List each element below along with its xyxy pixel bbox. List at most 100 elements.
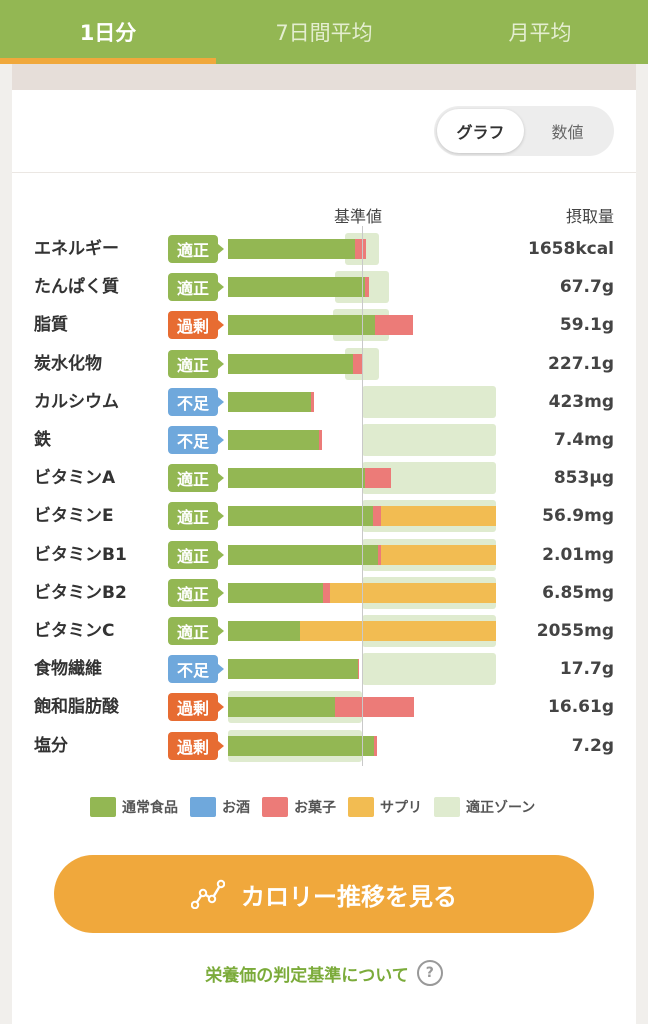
nutrient-row: カルシウム 不足 423mg <box>12 383 636 421</box>
status-badge: 不足 <box>168 655 224 684</box>
optimal-zone <box>362 653 496 686</box>
bar-segment-supplement <box>380 544 496 565</box>
intake-bar <box>228 391 314 412</box>
intake-value: 17.7g <box>559 659 614 680</box>
legend-item: 適正ゾーン <box>434 797 535 817</box>
view-toggle: グラフ 数値 <box>434 106 614 156</box>
bar-segment-food <box>228 697 336 718</box>
question-circle-icon: ? <box>416 960 443 986</box>
legend-swatch <box>90 797 116 817</box>
bar-segment-snack <box>378 544 381 565</box>
nutrient-row: ビタミンA 適正 853μg <box>12 459 636 497</box>
bar-segment-food <box>228 582 324 603</box>
tab-seven-day-average[interactable]: 7日間平均 <box>275 21 373 45</box>
intake-value: 853μg <box>553 468 614 489</box>
bar-segment-snack <box>355 239 367 259</box>
intake-value: 6.85mg <box>542 582 614 603</box>
bar-segment-food <box>228 468 365 489</box>
bar-segment-food <box>228 735 375 756</box>
toggle-graph[interactable]: グラフ <box>437 109 524 153</box>
intake-value: 7.4mg <box>554 430 614 450</box>
bar-segment-food <box>228 506 373 527</box>
nutrient-row: ビタミンB1 適正 2.01mg <box>12 536 636 574</box>
intake-bar <box>228 430 322 450</box>
bar-segment-food <box>228 544 379 565</box>
status-badge: 適正 <box>168 578 224 607</box>
period-tabs: 1日分 7日間平均 月平均 <box>0 0 648 64</box>
nutrient-name: たんぱく質 <box>34 277 119 298</box>
intake-bar <box>228 697 415 718</box>
bar-segment-food <box>228 430 320 450</box>
nutrient-row: エネルギー 適正 1658kcal <box>12 230 636 268</box>
tab-one-day[interactable]: 1日分 <box>0 0 216 64</box>
bar-segment-food <box>228 391 312 412</box>
bar-segment-snack <box>335 697 415 718</box>
legend-swatch <box>190 797 216 817</box>
legend-item: 通常食品 <box>90 797 178 817</box>
legend-label: お酒 <box>222 800 250 816</box>
intake-value: 423mg <box>548 391 614 412</box>
bar-segment-snack <box>364 468 392 489</box>
intake-bar <box>228 582 496 603</box>
bar-segment-snack <box>323 582 330 603</box>
nutrition-card: グラフ 数値 基準値 摂取量 エネルギー 適正 1658kcal たんぱく質 適正 67.… <box>12 64 636 1024</box>
legend-label: お菓子 <box>294 800 336 816</box>
bar-segment-food <box>228 353 353 374</box>
status-badge: 過剰 <box>168 693 224 722</box>
intake-value: 56.9mg <box>542 506 614 527</box>
status-badge: 不足 <box>168 426 224 454</box>
legend-item: お菓子 <box>262 797 336 817</box>
bar-segment-supplement <box>329 582 496 603</box>
nutrient-name: 塩分 <box>34 735 68 756</box>
bar-segment-snack <box>311 391 314 412</box>
bar-segment-snack <box>374 735 377 756</box>
status-badge: 適正 <box>168 540 224 569</box>
intake-value: 227.1g <box>548 353 614 374</box>
toggle-values[interactable]: 数値 <box>551 123 584 142</box>
intake-bar <box>228 506 496 527</box>
status-badge: 適正 <box>168 349 224 378</box>
reference-value-header: 基準値 <box>334 207 383 226</box>
bar-segment-supplement <box>300 621 496 641</box>
nutrient-row: 飽和脂肪酸 過剰 16.61g <box>12 688 636 726</box>
nutrient-row: 炭水化物 適正 227.1g <box>12 345 636 383</box>
bar-segment-food <box>228 621 301 641</box>
legend-label: 通常食品 <box>122 800 178 816</box>
nutrient-name: 食物繊維 <box>34 659 102 680</box>
intake-bar <box>228 659 360 680</box>
calorie-trend-button[interactable]: カロリー推移を見る <box>54 855 594 933</box>
status-badge: 適正 <box>168 502 224 531</box>
legend-swatch <box>262 797 288 817</box>
bar-segment-snack <box>375 315 413 336</box>
nutrient-name: ビタミンE <box>34 506 114 527</box>
bar-segment-snack <box>364 277 369 298</box>
intake-header: 摂取量 <box>565 207 614 226</box>
bar-segment-snack <box>357 659 360 680</box>
status-badge: 適正 <box>168 464 224 493</box>
status-badge: 不足 <box>168 387 224 416</box>
line-chart-icon <box>191 879 225 909</box>
bar-segment-snack <box>319 430 322 450</box>
status-badge: 適正 <box>168 235 224 263</box>
status-badge: 適正 <box>168 273 224 302</box>
nutrient-name: 脂質 <box>34 315 68 336</box>
criteria-link[interactable]: 栄養価の判定基準について ? <box>12 960 636 986</box>
intake-value: 2055mg <box>536 621 614 641</box>
bar-segment-food <box>228 659 358 680</box>
intake-value: 7.2g <box>571 735 614 756</box>
nutrient-name: 炭水化物 <box>34 353 102 374</box>
nutrient-name: ビタミンA <box>34 468 116 489</box>
tab-monthly-average[interactable]: 月平均 <box>508 21 572 45</box>
intake-bar <box>228 239 367 259</box>
intake-value: 1658kcal <box>528 239 614 259</box>
bar-segment-food <box>228 239 356 259</box>
intake-bar <box>228 544 496 565</box>
legend-label: サプリ <box>380 800 422 816</box>
status-badge: 過剰 <box>168 311 224 340</box>
intake-bar <box>228 621 496 641</box>
status-badge: 適正 <box>168 617 224 645</box>
nutrient-name: カルシウム <box>34 391 119 412</box>
legend: 通常食品 お酒 お菓子 サプリ 適正ゾーン <box>90 797 547 817</box>
divider <box>12 172 636 173</box>
bar-segment-food <box>228 315 376 336</box>
